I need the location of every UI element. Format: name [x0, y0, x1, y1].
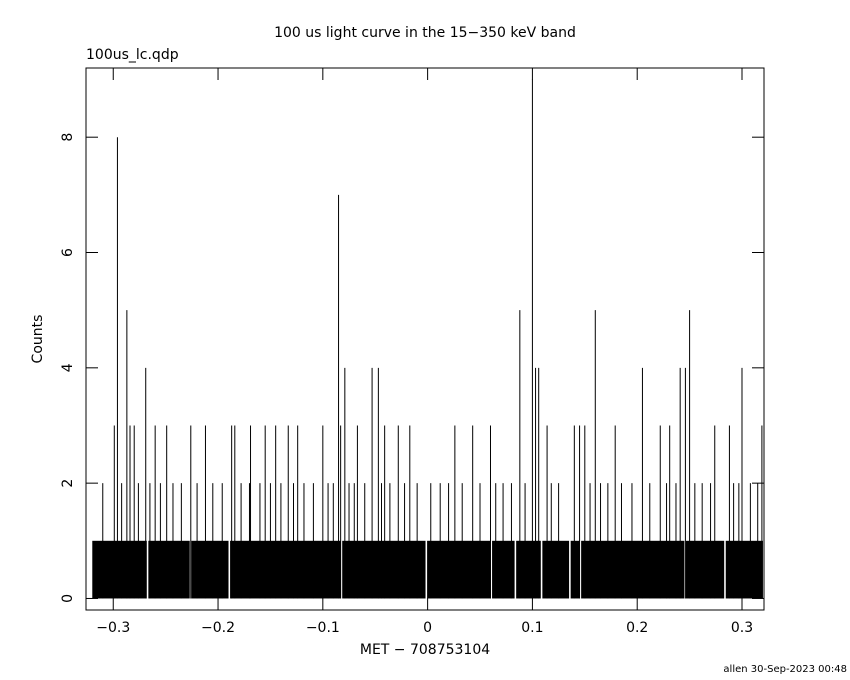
y-tick-label: 0	[60, 594, 76, 603]
histogram-bar	[581, 540, 685, 599]
chart-title: 100 us light curve in the 15−350 keV ban…	[274, 25, 576, 41]
histogram-bar	[542, 540, 570, 599]
x-tick-label: 0.1	[521, 620, 543, 636]
x-tick-label: −0.1	[306, 620, 340, 636]
x-tick-label: 0	[423, 620, 432, 636]
histogram-bar	[685, 540, 725, 599]
histogram-bar	[148, 540, 190, 599]
histogram-bar	[570, 540, 580, 599]
chart-subtitle: 100us_lc.qdp	[86, 47, 179, 63]
histogram-bar	[725, 540, 763, 599]
histogram-bar	[230, 540, 341, 599]
y-axis-label: Counts	[30, 315, 46, 364]
x-tick-label: 0.2	[626, 620, 648, 636]
x-axis-label: MET − 708753104	[360, 642, 490, 658]
histogram-bar	[342, 540, 426, 599]
y-tick-label: 4	[60, 363, 76, 372]
histogram-bar	[92, 540, 147, 599]
y-tick-label: 8	[60, 133, 76, 142]
y-tick-label: 6	[60, 248, 76, 257]
plot-frame	[85, 67, 765, 611]
histogram-bar	[427, 540, 491, 599]
x-tick-label: 0.3	[731, 620, 753, 636]
x-tick-label: −0.2	[201, 620, 235, 636]
y-tick-label: 2	[60, 479, 76, 488]
x-tick-label: −0.3	[96, 620, 130, 636]
footer: allen 30-Sep-2023 00:48	[723, 664, 847, 675]
